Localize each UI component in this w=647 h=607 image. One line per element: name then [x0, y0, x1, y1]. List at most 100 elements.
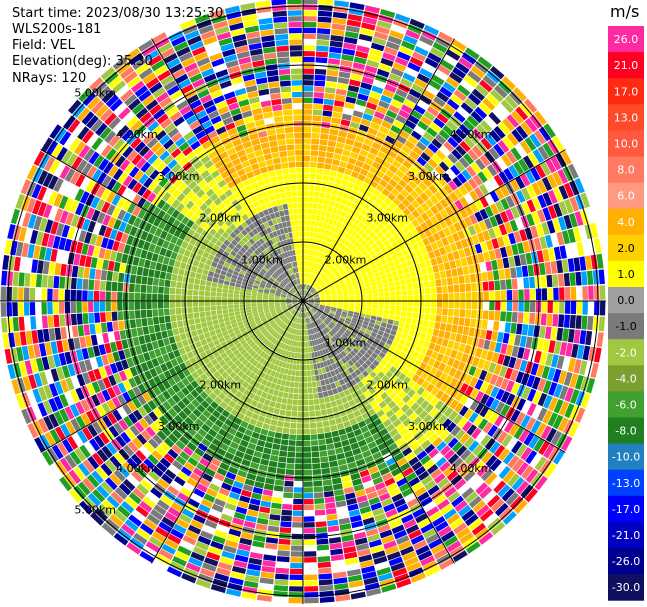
velocity-gate — [425, 383, 435, 393]
velocity-gate — [229, 379, 237, 387]
velocity-gate — [191, 330, 198, 337]
velocity-gate — [48, 413, 59, 428]
velocity-gate — [187, 307, 193, 314]
velocity-gate — [414, 406, 424, 416]
velocity-gate — [416, 40, 432, 52]
velocity-gate — [241, 330, 248, 336]
velocity-gate — [305, 341, 308, 347]
velocity-gate — [505, 208, 515, 221]
velocity-gate — [579, 330, 587, 345]
velocity-gate — [468, 93, 482, 106]
velocity-gate — [307, 294, 313, 298]
velocity-gate — [37, 329, 45, 343]
velocity-gate — [569, 272, 576, 286]
velocity-gate — [547, 205, 558, 219]
velocity-gate — [227, 297, 234, 301]
velocity-gate — [152, 278, 160, 286]
velocity-gate — [260, 571, 275, 579]
velocity-gate — [505, 380, 515, 393]
velocity-gate — [146, 491, 160, 504]
velocity-gate — [2, 333, 10, 349]
velocity-gate — [362, 113, 374, 122]
velocity-gate — [580, 192, 591, 208]
velocity-gate — [558, 370, 567, 385]
velocity-gate — [324, 254, 329, 261]
velocity-gate — [35, 357, 45, 372]
velocity-gate — [315, 51, 329, 58]
velocity-gate — [164, 538, 179, 550]
velocity-gate — [464, 318, 471, 327]
velocity-gate — [493, 364, 502, 376]
velocity-gate — [258, 396, 266, 404]
velocity-gate — [111, 291, 117, 301]
velocity-gate — [431, 138, 443, 149]
velocity-gate — [311, 381, 317, 388]
velocity-gate — [540, 161, 552, 176]
velocity-gate — [484, 193, 495, 205]
velocity-gate — [430, 335, 438, 344]
velocity-gate — [450, 425, 462, 437]
velocity-gate — [251, 301, 257, 304]
velocity-gate — [471, 88, 486, 102]
velocity-gate — [385, 378, 394, 387]
velocity-gate — [198, 295, 205, 301]
velocity-gate — [556, 355, 565, 370]
velocity-gate — [367, 422, 376, 430]
velocity-gate — [203, 332, 211, 339]
velocity-gate — [142, 391, 152, 403]
velocity-gate — [304, 312, 307, 318]
velocity-gate — [75, 241, 84, 254]
velocity-gate — [67, 363, 76, 377]
velocity-gate — [452, 276, 459, 285]
velocity-gate — [273, 315, 279, 320]
velocity-gate — [230, 486, 242, 495]
velocity-gate — [303, 306, 305, 313]
velocity-gate — [382, 332, 390, 339]
velocity-gate — [256, 389, 263, 397]
velocity-gate — [258, 384, 266, 391]
velocity-gate — [429, 225, 438, 235]
velocity-gate — [38, 246, 47, 260]
velocity-gate — [132, 397, 142, 409]
velocity-gate — [270, 508, 282, 515]
velocity-gate — [313, 268, 317, 275]
velocity-gate — [471, 356, 480, 367]
velocity-gate — [319, 216, 326, 223]
velocity-gate — [349, 274, 356, 280]
velocity-gate — [430, 205, 439, 215]
velocity-gate — [414, 249, 422, 257]
velocity-gate — [484, 408, 495, 421]
velocity-gate — [322, 342, 327, 349]
velocity-gate — [376, 68, 390, 78]
velocity-gate — [274, 432, 283, 439]
velocity-gate — [524, 301, 530, 312]
velocity-gate — [170, 528, 184, 540]
velocity-gate — [251, 295, 257, 299]
velocity-gate — [209, 508, 222, 519]
velocity-gate — [491, 259, 498, 271]
velocity-gate — [427, 464, 439, 475]
velocity-gate — [490, 521, 506, 536]
velocity-gate — [413, 301, 419, 307]
velocity-gate — [347, 208, 355, 216]
velocity-gate — [55, 222, 65, 237]
velocity-gate — [372, 304, 379, 309]
velocity-gate — [389, 414, 398, 423]
velocity-gate — [207, 270, 215, 277]
velocity-gate — [186, 393, 195, 402]
velocity-gate — [291, 301, 298, 303]
velocity-gate — [336, 373, 343, 381]
velocity-gate — [493, 125, 506, 139]
velocity-gate — [313, 492, 324, 499]
velocity-gate — [177, 371, 186, 381]
velocity-gate — [430, 287, 437, 294]
velocity-gate — [582, 301, 588, 315]
velocity-gate — [340, 119, 351, 127]
velocity-gate — [400, 77, 413, 88]
velocity-gate — [168, 258, 176, 267]
velocity-gate — [71, 325, 79, 338]
velocity-gate — [326, 371, 333, 378]
velocity-gate — [287, 305, 293, 309]
velocity-gate — [228, 289, 234, 294]
velocity-gate — [422, 355, 431, 364]
